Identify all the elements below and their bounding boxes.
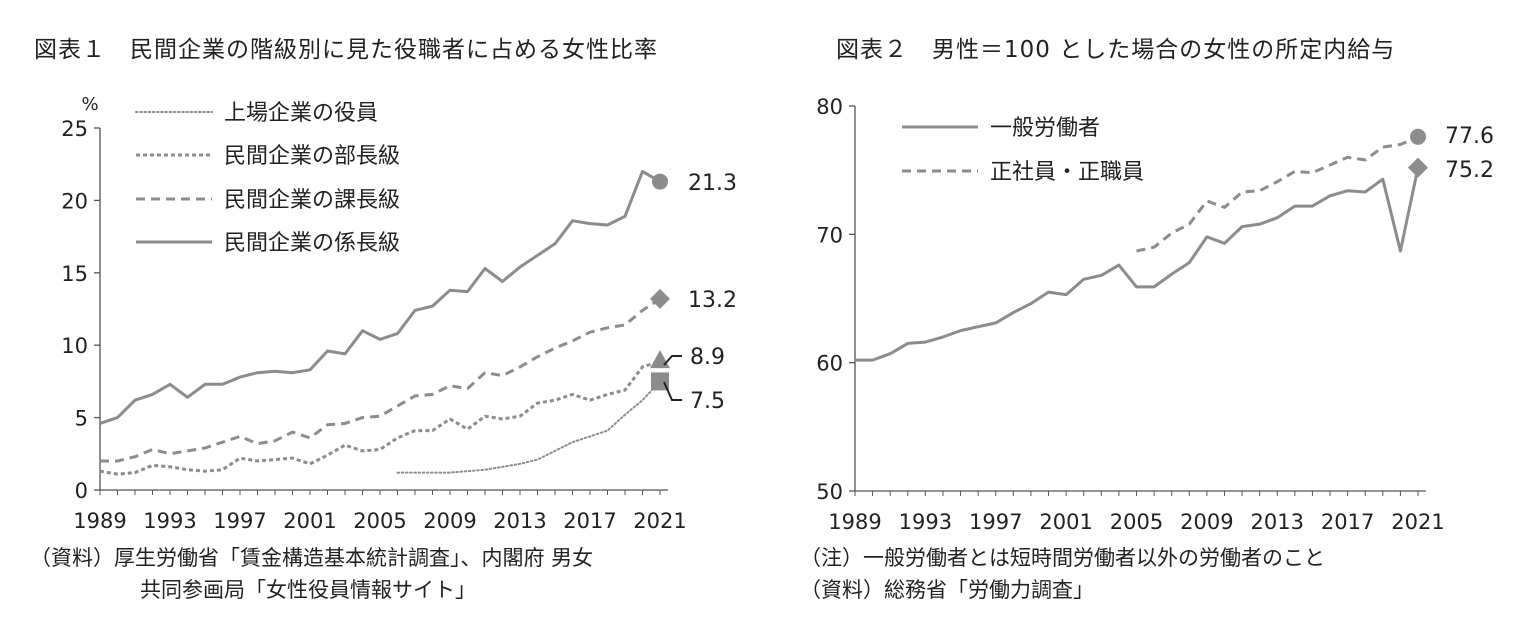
c1-end-label-1: 8.9 xyxy=(690,345,725,370)
c2-x-tick-label: 1989 xyxy=(828,510,881,534)
c2-end-label-0: 75.2 xyxy=(1445,158,1494,183)
c1-end-label-0: 7.5 xyxy=(690,389,725,414)
c2-y-tick-label: 60 xyxy=(816,352,843,376)
c1-series-line-3 xyxy=(99,169,661,425)
chart2-title: 図表２ 男性＝100 とした場合の女性の所定内給与 xyxy=(836,37,1396,63)
chart1-source-line-2: 共同参画局「女性役員情報サイト」 xyxy=(140,578,476,602)
chart2-note-line-1: （注）一般労働者とは短時間労働者以外の労働者のこと xyxy=(800,546,1325,570)
c2-end-label-1: 77.6 xyxy=(1445,124,1494,149)
c1-x-tick-label: 2017 xyxy=(563,509,616,533)
c2-x-tick-label: 1997 xyxy=(969,510,1022,534)
c1-x-tick-label: 2013 xyxy=(493,509,546,533)
c2-x-tick-label: 2021 xyxy=(1391,510,1444,534)
c2-series-line-1 xyxy=(1136,135,1419,253)
c1-y-tick-label: 25 xyxy=(61,117,88,141)
c2-series-line-0 xyxy=(855,167,1420,362)
c1-label-leader-1 xyxy=(663,355,682,366)
c1-x-tick-label: 2005 xyxy=(353,509,406,533)
chart2-plot: 50 60 70 80 1989 1993 1997 2001 2005 2009 2013 2017… xyxy=(816,95,1494,534)
c2-y-tick-label: 80 xyxy=(816,95,843,119)
c1-x-tick-label: 1989 xyxy=(73,509,126,533)
c2-end-marker-1 xyxy=(1410,128,1426,145)
c2-x-tick-label: 1993 xyxy=(899,510,952,534)
chart2-source-line-2: （資料）総務省「労働力調査」 xyxy=(800,578,1094,602)
c1-y-tick-label: 0 xyxy=(75,479,88,503)
c2-x-tick-label: 2005 xyxy=(1110,510,1163,534)
c1-y-tick-label: 20 xyxy=(61,189,88,213)
c1-end-label-3: 21.3 xyxy=(688,171,737,196)
c2-x-tick-label: 2001 xyxy=(1039,510,1092,534)
c1-y-tick-label: 5 xyxy=(75,407,88,431)
chart1-source-line-1: （資料）厚生労働省「賃金構造基本統計調査」、内閣府 男女 xyxy=(30,546,594,570)
c1-y-tick-label: 15 xyxy=(61,262,88,286)
chart1-plot: 0 5 10 15 20 25 1989 1993 1997 2001 2005 2009 2013 20… xyxy=(61,94,737,533)
c2-y-tick-label: 70 xyxy=(816,223,843,247)
c1-y-unit-label: % xyxy=(81,94,98,115)
c1-x-tick-label: 1997 xyxy=(213,509,266,533)
c1-series-line-1 xyxy=(99,359,661,476)
c1-end-marker-3 xyxy=(652,173,668,190)
c2-legend-label-1: 正社員・正職員 xyxy=(990,160,1144,185)
c1-end-marker-1 xyxy=(650,350,670,369)
c1-legend-label-2: 民間企業の課長級 xyxy=(224,188,400,213)
c2-x-tick-label: 2009 xyxy=(1180,510,1233,534)
c1-legend-label-3: 民間企業の係長級 xyxy=(224,231,400,256)
c2-legend-label-0: 一般労働者 xyxy=(990,116,1100,141)
c2-x-tick-label: 2017 xyxy=(1321,510,1374,534)
c1-x-tick-label: 2021 xyxy=(633,509,686,533)
c2-end-marker-0 xyxy=(1408,157,1428,178)
c1-end-marker-0 xyxy=(651,372,669,391)
c1-end-marker-2 xyxy=(650,288,670,309)
c1-y-tick-label: 10 xyxy=(61,334,88,358)
c1-label-leader-0 xyxy=(663,381,682,401)
chart1-title: 図表１ 民間企業の階級別に見た役職者に占める女性比率 xyxy=(34,37,658,63)
c2-y-tick-label: 50 xyxy=(816,480,843,504)
c1-x-tick-label: 2001 xyxy=(283,509,336,533)
c1-series-line-2 xyxy=(100,297,661,463)
c1-legend-label-0: 上場企業の役員 xyxy=(224,101,378,126)
c1-legend-label-1: 民間企業の部長級 xyxy=(224,144,400,169)
c1-series-line-0 xyxy=(396,380,661,474)
c1-x-tick-label: 1993 xyxy=(143,509,196,533)
c2-x-tick-label: 2013 xyxy=(1251,510,1304,534)
c1-end-label-2: 13.2 xyxy=(688,288,737,313)
c1-x-tick-label: 2009 xyxy=(423,509,476,533)
